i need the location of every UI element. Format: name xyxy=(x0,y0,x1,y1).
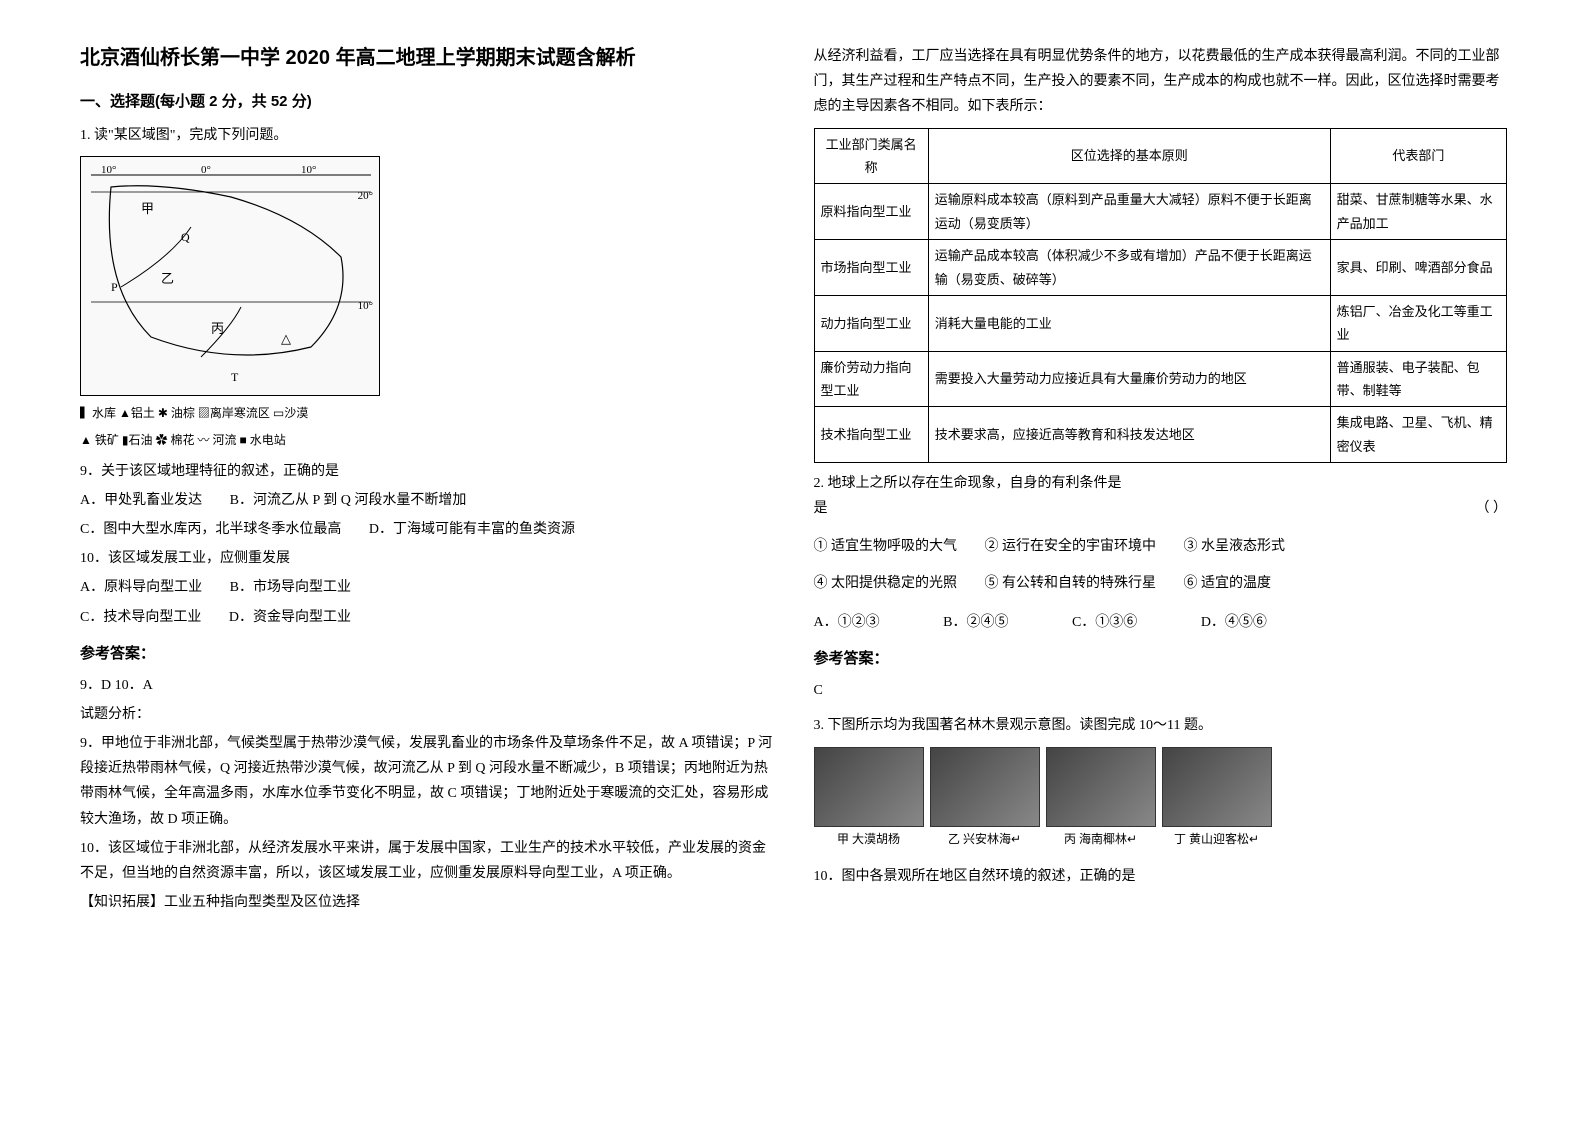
q10-opt-a: A．原料导向型工业 xyxy=(80,575,202,600)
map-legend-1: ▍水库 ▲铝土 ✱ 油棕 ▨离岸寒流区 ▭沙漠 xyxy=(80,404,774,423)
q2-item-3: ③ 水呈液态形式 xyxy=(1184,534,1286,559)
cell: 原料指向型工业 xyxy=(814,184,928,240)
answer-910: 9．D 10．A xyxy=(80,673,774,698)
q2-opt-c: C．①③⑥ xyxy=(1072,610,1137,635)
section-heading: 一、选择题(每小题 2 分，共 52 分) xyxy=(80,88,774,115)
cell: 廉价劳动力指向型工业 xyxy=(814,351,928,407)
thumb-ding xyxy=(1162,747,1272,827)
map-legend-2: ▲ 铁矿 ▮石油 ✿ 棉花 〰 河流 ■ 水电站 xyxy=(80,431,774,450)
caption-bing: 丙 海南椰林↵ xyxy=(1046,829,1156,851)
knowledge-extend-label: 【知识拓展】工业五种指向型类型及区位选择 xyxy=(80,890,774,915)
cell: 集成电路、卫星、飞机、精密仪表 xyxy=(1330,407,1506,463)
q10-stem: 10．该区域发展工业，应侧重发展 xyxy=(80,546,774,571)
q10-opt-d: D．资金导向型工业 xyxy=(229,605,351,630)
analysis-label: 试题分析： xyxy=(80,702,774,727)
q2-items-row2: ④ 太阳提供稳定的光照 ⑤ 有公转和自转的特殊行星 ⑥ 适宜的温度 xyxy=(814,571,1508,596)
analysis-9: 9．甲地位于非洲北部，气候类型属于热带沙漠气候，发展乳畜业的市场条件及草场条件不… xyxy=(80,731,774,832)
thumb-jia xyxy=(814,747,924,827)
q2-opt-d: D．④⑤⑥ xyxy=(1201,610,1267,635)
q2-opt-b: B．②④⑤ xyxy=(943,610,1008,635)
caption-ding: 丁 黄山迎客松↵ xyxy=(1162,829,1272,851)
page-title: 北京酒仙桥长第一中学 2020 年高二地理上学期期末试题含解析 xyxy=(80,40,774,76)
q10-opts-row1: A．原料导向型工业 B．市场导向型工业 xyxy=(80,575,774,600)
q9-stem: 9．关于该区域地理特征的叙述，正确的是 xyxy=(80,459,774,484)
q9-opts-row2: C．图中大型水库丙，北半球冬季水位最高 D．丁海域可能有丰富的鱼类资源 xyxy=(80,517,774,542)
table-row: 市场指向型工业 运输产品成本较高（体积减少不多或有增加）产品不便于长距离运输（易… xyxy=(814,240,1507,296)
answer-label-2: 参考答案： xyxy=(814,645,1508,672)
th-principle: 区位选择的基本原则 xyxy=(928,128,1330,184)
cell: 运输原料成本较高（原料到产品重量大大减轻）原料不便于长距离运动（易变质等） xyxy=(928,184,1330,240)
industry-orientation-table: 工业部门类属名称 区位选择的基本原则 代表部门 原料指向型工业 运输原料成本较高… xyxy=(814,128,1508,464)
q9-opt-a: A．甲处乳畜业发达 xyxy=(80,488,202,513)
cell: 普通服装、电子装配、包带、制鞋等 xyxy=(1330,351,1506,407)
q2-items-row1: ① 适宜生物呼吸的大气 ② 运行在安全的宇宙环境中 ③ 水呈液态形式 xyxy=(814,534,1508,559)
q2-item-2: ② 运行在安全的宇宙环境中 xyxy=(985,534,1157,559)
q2-item-4: ④ 太阳提供稳定的光照 xyxy=(814,571,958,596)
answer-2: C xyxy=(814,678,1508,703)
q9-opt-c: C．图中大型水库丙，北半球冬季水位最高 xyxy=(80,517,341,542)
thumb-yi xyxy=(930,747,1040,827)
answer-label: 参考答案： xyxy=(80,640,774,667)
caption-jia: 甲 大漠胡杨 xyxy=(814,829,924,851)
q2-blank: （ ） xyxy=(1476,496,1508,521)
q2-item-6: ⑥ 适宜的温度 xyxy=(1184,571,1272,596)
q2-stem: 2. 地球上之所以存在生命现象，自身的有利条件是 xyxy=(814,471,1122,496)
q1-intro: 1. 读"某区域图"，完成下列问题。 xyxy=(80,123,774,148)
cell: 运输产品成本较高（体积减少不多或有增加）产品不便于长距离运输（易变质、破碎等） xyxy=(928,240,1330,296)
table-row: 廉价劳动力指向型工业 需要投入大量劳动力应接近具有大量廉价劳动力的地区 普通服装… xyxy=(814,351,1507,407)
cell: 动力指向型工业 xyxy=(814,295,928,351)
cell: 技术指向型工业 xyxy=(814,407,928,463)
table-row: 技术指向型工业 技术要求高，应接近高等教育和科技发达地区 集成电路、卫星、飞机、… xyxy=(814,407,1507,463)
q10-opt-c: C．技术导向型工业 xyxy=(80,605,201,630)
table-row: 动力指向型工业 消耗大量电能的工业 炼铝厂、冶金及化工等重工业 xyxy=(814,295,1507,351)
cell: 技术要求高，应接近高等教育和科技发达地区 xyxy=(928,407,1330,463)
landscape-captions: 甲 大漠胡杨 乙 兴安林海↵ 丙 海南椰林↵ 丁 黄山迎客松↵ xyxy=(814,829,1508,851)
q2-options: A．①②③ B．②④⑤ C．①③⑥ D．④⑤⑥ xyxy=(814,610,1508,635)
cell: 家具、印刷、啤酒部分食品 xyxy=(1330,240,1506,296)
table-header-row: 工业部门类属名称 区位选择的基本原则 代表部门 xyxy=(814,128,1507,184)
cell: 市场指向型工业 xyxy=(814,240,928,296)
th-dept: 代表部门 xyxy=(1330,128,1506,184)
q9-opts-row1: A．甲处乳畜业发达 B．河流乙从 P 到 Q 河段水量不断增加 xyxy=(80,488,774,513)
landscape-thumbnails xyxy=(814,747,1508,827)
q9-opt-d: D．丁海域可能有丰富的鱼类资源 xyxy=(369,517,575,542)
knowledge-extend-intro: 从经济利益看，工厂应当选择在具有明显优势条件的地方，以花费最低的生产成本获得最高… xyxy=(814,44,1508,120)
th-name: 工业部门类属名称 xyxy=(814,128,928,184)
q2-opt-a: A．①②③ xyxy=(814,610,880,635)
q3-stem: 3. 下图所示均为我国著名林木景观示意图。读图完成 10～11 题。 xyxy=(814,713,1508,738)
q10-opts-row2: C．技术导向型工业 D．资金导向型工业 xyxy=(80,605,774,630)
caption-yi: 乙 兴安林海↵ xyxy=(930,829,1040,851)
cell: 炼铝厂、冶金及化工等重工业 xyxy=(1330,295,1506,351)
q9-opt-b: B．河流乙从 P 到 Q 河段水量不断增加 xyxy=(230,488,467,513)
cell: 消耗大量电能的工业 xyxy=(928,295,1330,351)
q3-sub10: 10．图中各景观所在地区自然环境的叙述，正确的是 xyxy=(814,864,1508,889)
thumb-bing xyxy=(1046,747,1156,827)
region-map-figure: 10° 0° 10° 20° 10° 甲 乙 丙 △ P Q T xyxy=(80,156,380,396)
q2-item-5: ⑤ 有公转和自转的特殊行星 xyxy=(985,571,1157,596)
q10-opt-b: B．市场导向型工业 xyxy=(230,575,351,600)
cell: 需要投入大量劳动力应接近具有大量廉价劳动力的地区 xyxy=(928,351,1330,407)
analysis-10: 10．该区域位于非洲北部，从经济发展水平来讲，属于发展中国家，工业生产的技术水平… xyxy=(80,836,774,886)
cell: 甜菜、甘蔗制糖等水果、水产品加工 xyxy=(1330,184,1506,240)
q2-stem-cont: 是 xyxy=(814,496,828,521)
table-row: 原料指向型工业 运输原料成本较高（原料到产品重量大大减轻）原料不便于长距离运动（… xyxy=(814,184,1507,240)
q2-item-1: ① 适宜生物呼吸的大气 xyxy=(814,534,958,559)
